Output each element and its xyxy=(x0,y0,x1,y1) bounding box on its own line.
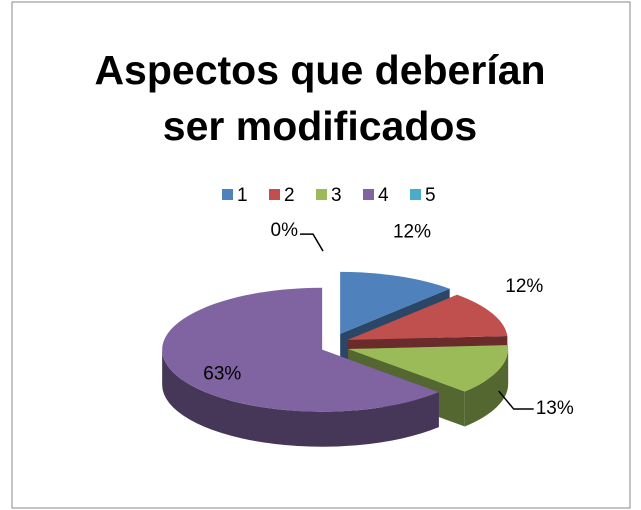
leader-line xyxy=(300,233,324,252)
legend-swatch xyxy=(269,189,280,200)
data-label: 12% xyxy=(393,222,431,243)
legend-label: 5 xyxy=(425,185,436,206)
legend-label: 4 xyxy=(378,185,389,206)
chart-title: Aspectos que deberían ser modificados xyxy=(94,47,546,149)
legend-swatch xyxy=(222,189,233,200)
data-label: 63% xyxy=(203,363,241,384)
leader-line xyxy=(498,390,534,410)
legend-swatch xyxy=(316,189,327,200)
slice xyxy=(347,294,508,340)
slice xyxy=(162,287,439,412)
legend-label: 2 xyxy=(284,185,295,206)
slice-wall xyxy=(464,349,509,427)
data-label: 12% xyxy=(505,276,543,297)
slice xyxy=(340,271,450,334)
legend-label: 1 xyxy=(237,185,248,206)
legend-swatch xyxy=(410,189,421,200)
data-label: 13% xyxy=(536,398,574,419)
slice-wall xyxy=(162,349,439,447)
legend-label: 3 xyxy=(331,185,342,206)
slice xyxy=(348,345,509,392)
legend-swatch xyxy=(363,189,374,200)
data-label: 0% xyxy=(271,220,299,241)
